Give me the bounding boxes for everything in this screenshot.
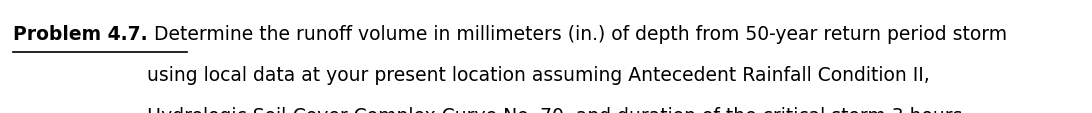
Text: Hydrologic Soil-Cover Complex Curve No. 70, and duration of the critical storm 3: Hydrologic Soil-Cover Complex Curve No. … [147,106,969,113]
Text: using local data at your present location assuming Antecedent Rainfall Condition: using local data at your present locatio… [147,66,930,84]
Text: Determine the runoff volume in millimeters (in.) of depth from 50-year return pe: Determine the runoff volume in millimete… [147,25,1007,44]
Text: Problem 4.7.: Problem 4.7. [13,25,147,44]
